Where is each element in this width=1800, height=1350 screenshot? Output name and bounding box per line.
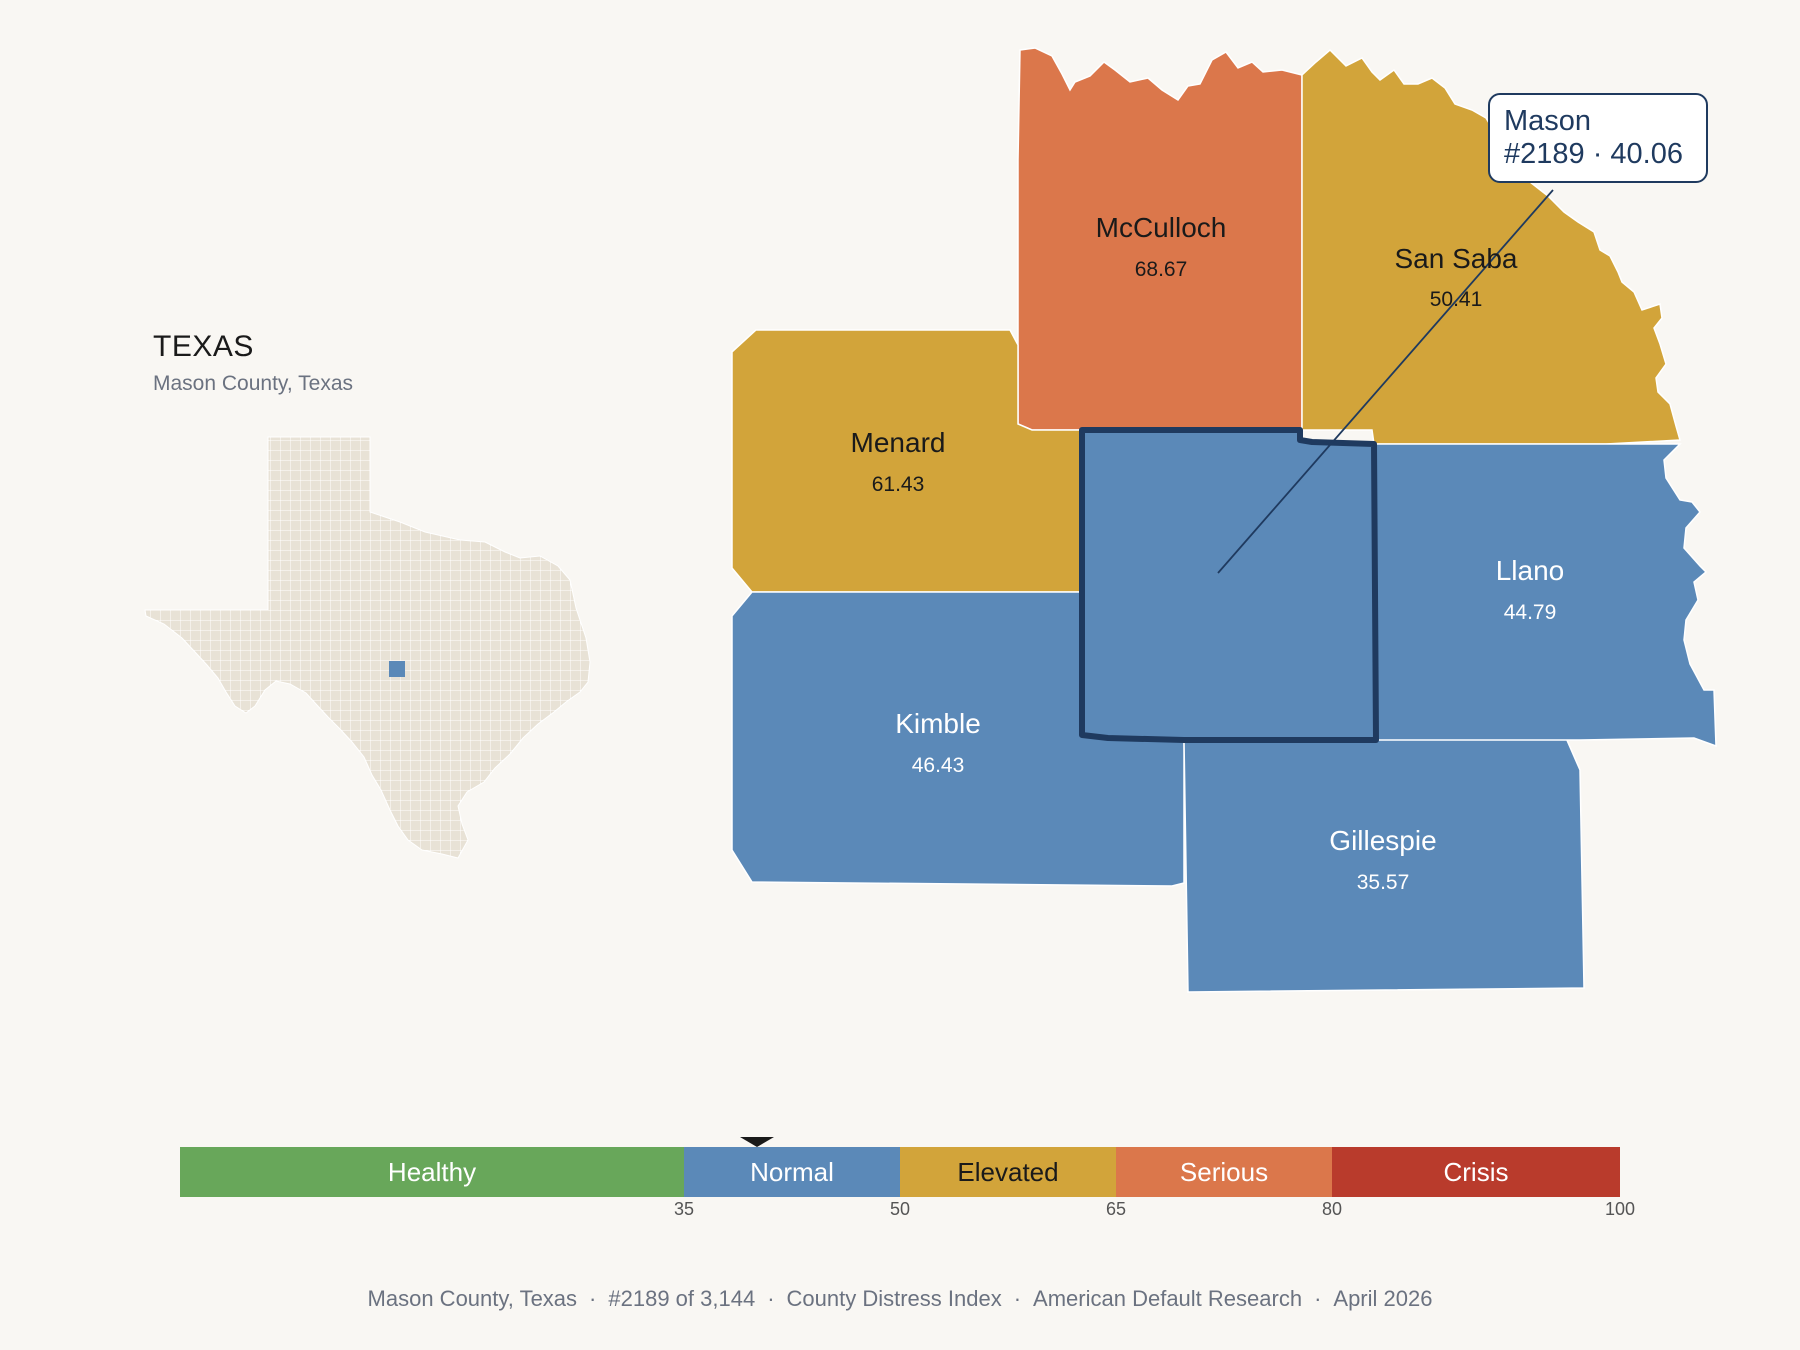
callout-county-name: Mason <box>1504 105 1592 137</box>
county-shape-sansaba[interactable] <box>1301 48 1681 445</box>
callout-leader-line <box>1217 189 1554 574</box>
county-value-llano: 44.79 <box>1504 601 1557 624</box>
legend-tick-label: 35 <box>673 1199 695 1219</box>
county-value-menard: 61.43 <box>872 473 925 496</box>
county-value-kimble: 46.43 <box>912 754 965 777</box>
inset-title: TEXAS <box>153 330 254 363</box>
distress-legend-bar: Healthy Normal Elevated Serious Crisis <box>180 1147 1620 1197</box>
county-label-gillespie: Gillespie <box>1329 825 1436 856</box>
footer-item: #2189 of 3,144 <box>608 1286 756 1311</box>
county-value-mcculloch: 68.67 <box>1135 258 1188 281</box>
county-label-llano: Llano <box>1496 555 1565 586</box>
legend-segment-elevated: Elevated <box>900 1147 1116 1197</box>
legend-tick-label: 50 <box>889 1199 911 1219</box>
mason-county-marker <box>389 661 405 677</box>
legend-tick-label: 65 <box>1105 1199 1127 1219</box>
legend-segment-serious: Serious <box>1116 1147 1332 1197</box>
inset-subtitle: Mason County, Texas <box>153 372 353 395</box>
county-value-sansaba: 50.41 <box>1430 288 1483 311</box>
legend-segment-crisis: Crisis <box>1332 1147 1620 1197</box>
county-label-mcculloch: McCulloch <box>1096 212 1227 243</box>
county-shapes <box>731 47 1717 993</box>
county-shape-gillespie[interactable] <box>1183 737 1585 993</box>
county-map: McCulloch 68.67 San Saba 50.41 Menard 61… <box>731 47 1717 993</box>
footer-separator: · <box>767 1286 775 1311</box>
county-labels: McCulloch 68.67 San Saba 50.41 Menard 61… <box>851 212 1565 894</box>
county-callout: Mason #2189 · 40.06 <box>1488 93 1708 183</box>
selected-county-outline <box>1079 427 1379 743</box>
texas-county-lines <box>144 436 591 859</box>
footer-separator: · <box>1314 1286 1322 1311</box>
county-label-kimble: Kimble <box>895 708 981 739</box>
footer-item: American Default Research <box>1033 1286 1303 1311</box>
county-shape-llano[interactable] <box>1373 443 1717 748</box>
legend-tick-label: 100 <box>1604 1199 1636 1219</box>
county-value-gillespie: 35.57 <box>1357 871 1410 894</box>
county-label-sansaba: San Saba <box>1395 243 1518 274</box>
legend-segment-healthy: Healthy <box>180 1147 684 1197</box>
legend-segment-normal: Normal <box>684 1147 900 1197</box>
county-label-menard: Menard <box>851 427 946 458</box>
footer-item: County Distress Index <box>786 1286 1002 1311</box>
legend-tick-label: 80 <box>1321 1199 1343 1219</box>
footer-separator: · <box>1013 1286 1022 1311</box>
footer-item: Mason County, Texas <box>367 1286 578 1311</box>
texas-inset-map <box>144 436 591 859</box>
footer: Mason County, Texas · #2189 of 3,144 · Count… <box>0 1286 1800 1312</box>
callout-rank-score: #2189 · 40.06 <box>1504 138 1683 170</box>
footer-item: April 2026 <box>1333 1286 1433 1311</box>
footer-separator: · <box>589 1286 597 1311</box>
current-value-marker <box>739 1137 774 1147</box>
county-shape-mason[interactable] <box>1081 429 1377 741</box>
